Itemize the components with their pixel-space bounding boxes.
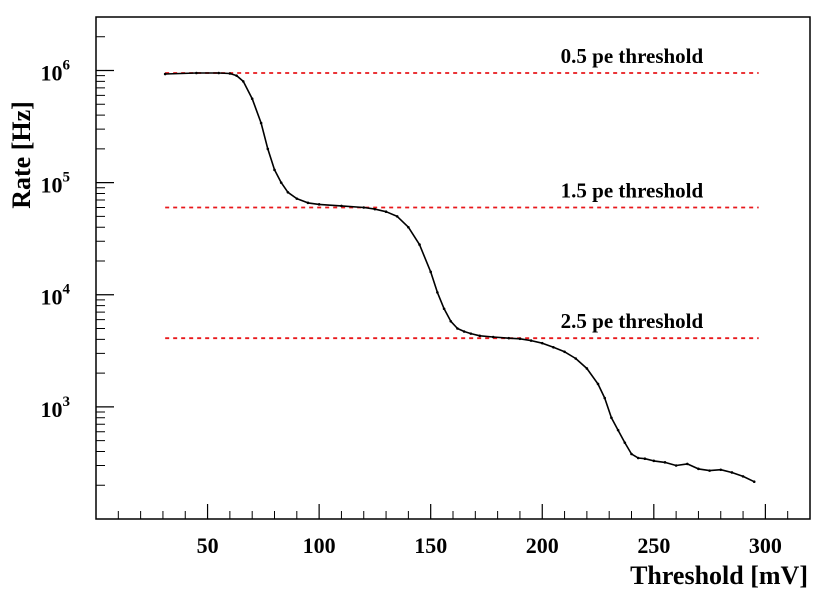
rate-data-point	[279, 181, 283, 184]
rate-data-point	[574, 357, 578, 360]
rate-data-point	[636, 456, 640, 460]
y-tick-label: 106	[41, 57, 71, 85]
rate-data-point	[449, 319, 453, 323]
rate-data-point	[674, 464, 678, 467]
y-tick-label-base: 10	[41, 60, 63, 85]
rate-data-point	[697, 467, 700, 471]
rate-data-point	[456, 327, 459, 330]
rate-data-point	[228, 72, 232, 75]
rate-data-point	[362, 206, 366, 209]
rate-data-point	[163, 72, 167, 76]
rate-data-point	[663, 461, 667, 464]
rate-data-point	[418, 243, 421, 246]
y-tick-label-base: 10	[41, 285, 63, 310]
rate-data-point	[217, 71, 221, 75]
y-minor-ticks	[96, 36, 105, 486]
y-tick-label: 103	[41, 394, 71, 422]
rate-data-point	[585, 367, 589, 370]
rate-data-point	[266, 147, 270, 151]
rate-data-point	[317, 203, 321, 206]
rate-data-point	[563, 350, 566, 354]
rate-data-point	[610, 416, 613, 420]
y-tick-label: 104	[41, 282, 71, 310]
x-ticks: 50 100 150 200 250 300	[117, 504, 789, 558]
rate-data-point	[552, 345, 555, 349]
y-tick-label-exponent: 3	[63, 394, 71, 410]
rate-data-point	[741, 475, 745, 478]
y-tick-label-exponent: 4	[63, 282, 71, 298]
series-group	[163, 71, 756, 484]
x-tick-label: 150	[414, 533, 447, 558]
rate-data-point	[429, 270, 432, 274]
plot-frame	[95, 16, 811, 520]
rate-series-line	[165, 72, 755, 483]
rate-data-point	[395, 215, 399, 218]
y-tick-label-base: 10	[41, 397, 63, 422]
threshold-annotation: 0.5 pe threshold	[561, 44, 704, 68]
rate-data-point	[685, 462, 689, 466]
rate-data-point	[643, 457, 647, 460]
rate-data-point	[340, 204, 343, 208]
rate-data-point	[235, 74, 238, 77]
y-axis-title: Rate [Hz]	[7, 101, 36, 209]
rate-data-point	[518, 337, 522, 341]
rate-data-point	[491, 335, 495, 339]
rate-data-point	[273, 168, 276, 172]
rate-data-point	[752, 480, 756, 484]
rate-data-point	[529, 339, 533, 342]
rate-data-point	[708, 469, 711, 472]
rate-data-point	[719, 468, 723, 472]
y-tick-label-exponent: 5	[63, 170, 71, 186]
threshold-annotation: 1.5 pe threshold	[561, 178, 704, 202]
rate-data-point	[295, 197, 299, 200]
x-tick-label: 300	[749, 533, 782, 558]
rate-data-point	[603, 396, 607, 400]
rate-data-point	[652, 459, 656, 463]
rate-data-point	[462, 330, 466, 333]
y-tick-label-exponent: 6	[63, 57, 71, 73]
rate-data-point	[373, 207, 377, 211]
rate-data-point	[616, 428, 620, 432]
rate-data-point	[730, 471, 734, 474]
y-tick-label-base: 10	[41, 173, 63, 198]
x-tick-label: 50	[197, 533, 219, 558]
rate-data-point	[259, 121, 263, 125]
rate-data-point	[241, 80, 245, 83]
x-tick-label: 200	[526, 533, 559, 558]
rate-data-point	[250, 97, 254, 101]
y-tick-label: 105	[41, 170, 71, 198]
rate-data-point	[630, 452, 633, 456]
rate-data-point	[384, 210, 388, 214]
x-axis-title: Threshold [mV]	[630, 561, 808, 590]
rate-data-point	[286, 190, 290, 194]
x-tick-label: 100	[303, 533, 336, 558]
rate-data-point	[507, 336, 511, 340]
rate-data-point	[540, 341, 544, 345]
rate-data-point	[436, 291, 439, 294]
rate-data-point	[469, 332, 473, 335]
rate-data-point	[306, 201, 310, 205]
rate-data-point	[596, 382, 600, 386]
x-tick-label: 250	[637, 533, 670, 558]
rate-data-point	[478, 334, 482, 338]
threshold-annotation: 2.5 pe threshold	[561, 309, 704, 333]
rate-data-point	[407, 225, 410, 229]
reference-lines: 0.5 pe threshold 1.5 pe threshold 2.5 pe t…	[165, 44, 759, 340]
rate-data-point	[195, 71, 198, 75]
rate-data-point	[442, 307, 446, 311]
rate-data-point	[623, 441, 627, 444]
